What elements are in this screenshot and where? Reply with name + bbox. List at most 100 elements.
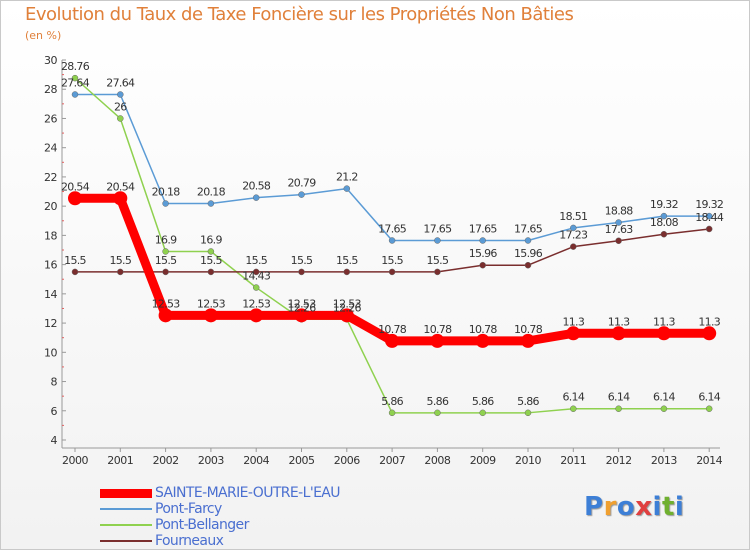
data-point — [660, 212, 668, 220]
data-point — [294, 308, 309, 323]
data-point — [479, 409, 486, 417]
data-label: 10.78 — [423, 323, 452, 336]
data-label: 16.9 — [200, 233, 222, 246]
data-label: 5.86 — [427, 395, 449, 408]
data-point — [524, 237, 532, 244]
data-point — [388, 237, 396, 244]
data-point — [385, 333, 400, 348]
data-point — [660, 230, 668, 238]
data-label: 15.5 — [245, 254, 267, 267]
data-point — [570, 224, 577, 232]
legend-label: Pont-Bellanger — [155, 517, 249, 533]
data-label: 5.86 — [381, 395, 403, 408]
x-tick-label: 2003 — [198, 454, 224, 467]
legend-label: SAINTE-MARIE-OUTRE-L'EAU — [155, 485, 341, 501]
data-point — [162, 200, 169, 207]
data-point — [71, 74, 79, 82]
data-label: 15.5 — [109, 254, 131, 267]
data-point — [71, 91, 79, 98]
data-label: 18.44 — [695, 211, 724, 224]
data-label: 20.58 — [242, 180, 271, 193]
x-tick-label: 2011 — [560, 454, 586, 467]
x-tick-label: 2014 — [696, 454, 722, 467]
data-point — [475, 333, 490, 348]
data-label: 26 — [114, 100, 127, 113]
x-tick-label: 2001 — [107, 454, 133, 467]
x-tick-label: 2006 — [334, 454, 360, 467]
y-tick-label: 18 — [44, 229, 57, 242]
data-point — [158, 308, 173, 323]
data-point — [611, 326, 626, 341]
data-label: 20.54 — [61, 180, 90, 193]
data-point — [430, 333, 445, 348]
data-label: 15.5 — [427, 254, 449, 267]
data-label: 12.26 — [288, 301, 317, 314]
data-point — [113, 191, 128, 206]
data-label: 10.78 — [514, 323, 543, 336]
data-point — [343, 268, 351, 276]
data-label: 15.5 — [200, 254, 222, 267]
data-point — [162, 268, 169, 276]
proxiti-logo: Proxiti — [584, 492, 684, 522]
data-point — [705, 212, 713, 220]
data-point — [117, 115, 124, 122]
legend-label: Fourneaux — [155, 533, 224, 549]
x-tick-label: 2010 — [515, 454, 541, 467]
x-tick-label: 2012 — [606, 454, 632, 467]
x-tick-label: 2005 — [289, 454, 315, 467]
data-label: 17.65 — [514, 223, 543, 236]
x-tick-label: 2013 — [651, 454, 677, 467]
data-label: 6.14 — [562, 391, 584, 404]
data-point — [298, 268, 305, 276]
data-point — [479, 261, 486, 269]
data-label: 15.96 — [469, 247, 498, 260]
y-tick-label: 28 — [44, 83, 57, 96]
data-point — [570, 405, 577, 412]
data-point — [207, 248, 215, 255]
data-point — [388, 409, 396, 417]
y-tick-label: 10 — [44, 346, 57, 359]
data-point — [207, 268, 215, 276]
data-point — [566, 326, 581, 341]
data-point — [615, 405, 622, 412]
data-label: 21.2 — [336, 171, 358, 184]
data-label: 19.32 — [650, 198, 678, 211]
data-label: 12.53 — [197, 297, 226, 310]
data-label: 15.5 — [155, 254, 177, 267]
data-label: 12.53 — [152, 297, 181, 310]
logo-letter: P — [584, 492, 604, 522]
data-point — [434, 237, 441, 244]
y-tick-label: 6 — [51, 405, 58, 418]
data-point — [298, 191, 305, 198]
chart-subtitle: (en %) — [25, 29, 62, 42]
legend-swatch — [100, 488, 152, 498]
data-label: 11.3 — [653, 315, 675, 328]
data-label: 27.64 — [61, 76, 90, 89]
data-point — [702, 326, 717, 341]
data-point — [660, 405, 668, 412]
x-tick-label: 2000 — [62, 454, 88, 467]
data-point — [479, 237, 486, 244]
data-label: 28.76 — [61, 60, 90, 73]
data-label: 17.63 — [605, 223, 634, 236]
data-label: 18.51 — [559, 210, 587, 223]
data-label: 5.86 — [517, 395, 539, 408]
data-label: 12.26 — [333, 301, 362, 314]
y-tick-label: 24 — [44, 142, 57, 155]
data-point — [343, 185, 351, 192]
data-label: 17.65 — [469, 223, 498, 236]
y-tick-label: 30 — [44, 54, 57, 67]
data-point — [615, 237, 622, 245]
data-label: 20.18 — [152, 186, 181, 199]
data-label: 19.32 — [695, 198, 723, 211]
data-label: 10.78 — [469, 323, 498, 336]
data-label: 27.64 — [106, 76, 135, 89]
data-point — [656, 326, 671, 341]
legend-swatch — [100, 508, 152, 510]
legend-label: Pont-Farcy — [155, 501, 222, 517]
y-tick-label: 8 — [51, 376, 58, 389]
logo-letter: i — [674, 492, 685, 522]
data-label: 14.43 — [242, 270, 271, 283]
data-point — [117, 91, 124, 98]
data-label: 15.96 — [514, 247, 543, 260]
